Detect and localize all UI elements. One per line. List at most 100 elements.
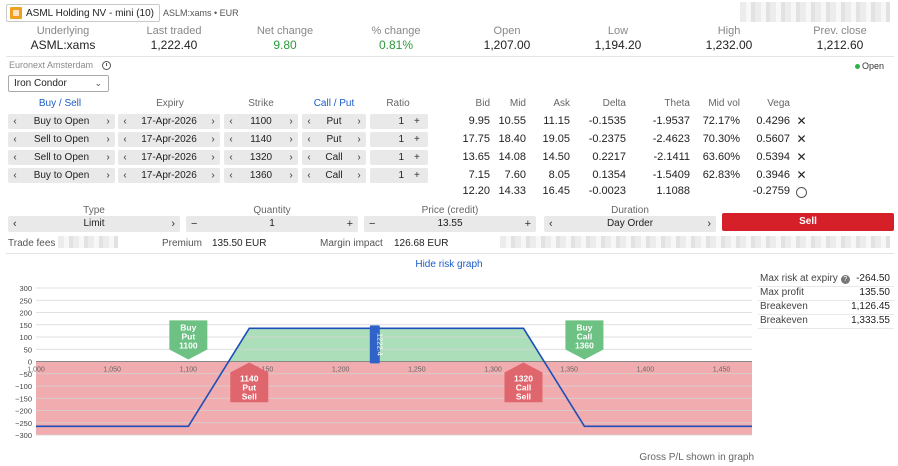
status-dot-icon <box>855 64 860 69</box>
expiry-select[interactable]: ‹ 17-Apr-2026 › <box>118 132 220 147</box>
plus-icon[interactable]: + <box>414 152 420 163</box>
quantity-stepper[interactable]: − 1 + <box>186 216 358 232</box>
hide-risk-graph-link[interactable]: Hide risk graph <box>0 259 898 270</box>
call-put-select[interactable]: ‹ Put › <box>302 132 366 147</box>
plus-icon[interactable]: + <box>414 116 420 127</box>
chevron-left-icon[interactable]: ‹ <box>549 218 553 230</box>
chevron-right-icon[interactable]: › <box>289 116 293 127</box>
ratio-stepper[interactable]: 1 + <box>370 150 428 165</box>
call-put-select[interactable]: ‹ Call › <box>302 150 366 165</box>
instrument-tag[interactable]: ASML Holding NV - mini (10) <box>6 4 161 22</box>
expiry-select[interactable]: ‹ 17-Apr-2026 › <box>118 168 220 183</box>
ratio-value[interactable]: 1 <box>398 134 404 145</box>
strike-select[interactable]: ‹ 1100 › <box>224 114 298 129</box>
sell-leg-marker[interactable] <box>230 362 269 403</box>
ratio-value[interactable]: 1 <box>398 116 404 127</box>
chevron-right-icon[interactable]: › <box>211 170 215 181</box>
chevron-right-icon[interactable]: › <box>211 134 215 145</box>
chevron-right-icon[interactable]: › <box>106 134 110 145</box>
price-value[interactable]: 13.55 <box>437 218 463 229</box>
chevron-right-icon[interactable]: › <box>106 116 110 127</box>
chevron-right-icon[interactable]: › <box>289 152 293 163</box>
y-tick-label: 200 <box>19 309 32 318</box>
redacted-fees <box>58 236 118 248</box>
col-call-put[interactable]: Call / Put <box>313 98 355 109</box>
buy-leg-marker[interactable] <box>565 320 604 360</box>
duration-select[interactable]: ‹ Day Order › <box>544 216 716 232</box>
strike-select[interactable]: ‹ 1140 › <box>224 132 298 147</box>
call-put-select[interactable]: ‹ Call › <box>302 168 366 183</box>
col-buy-sell[interactable]: Buy / Sell <box>38 98 82 109</box>
expiry-select[interactable]: ‹ 17-Apr-2026 › <box>118 114 220 129</box>
ratio-stepper[interactable]: 1 + <box>370 168 428 183</box>
chevron-left-icon[interactable]: ‹ <box>123 134 127 145</box>
chevron-right-icon[interactable]: › <box>357 170 361 181</box>
quantity-value[interactable]: 1 <box>269 218 275 229</box>
strike-select-value: 1320 <box>249 152 273 163</box>
sell-leg-marker[interactable] <box>504 362 543 403</box>
refresh-clock-icon[interactable] <box>796 187 807 198</box>
chevron-right-icon[interactable]: › <box>289 134 293 145</box>
remove-leg-icon[interactable]: ✕ <box>796 168 807 182</box>
quote-last-traded: Last traded 1,222.40 <box>119 25 229 52</box>
strike-select[interactable]: ‹ 1320 › <box>224 150 298 165</box>
plus-icon[interactable]: + <box>346 218 353 230</box>
plus-icon[interactable]: + <box>414 134 420 145</box>
risk-stat-label: Max profit <box>760 287 804 298</box>
chevron-right-icon[interactable]: › <box>211 116 215 127</box>
plus-icon[interactable]: + <box>524 218 531 230</box>
chevron-left-icon[interactable]: ‹ <box>13 116 17 127</box>
chevron-right-icon[interactable]: › <box>289 170 293 181</box>
buy-leg-marker[interactable] <box>169 320 208 360</box>
chevron-left-icon[interactable]: ‹ <box>13 218 17 230</box>
strategy-select[interactable]: Iron Condor ⌄ <box>8 75 109 92</box>
price-stepper[interactable]: − 13.55 + <box>364 216 536 232</box>
ratio-value[interactable]: 1 <box>398 152 404 163</box>
minus-icon[interactable]: − <box>191 218 198 230</box>
ratio-value[interactable]: 1 <box>398 170 404 181</box>
side-select[interactable]: ‹ Buy to Open › <box>8 114 115 129</box>
order-type-select[interactable]: ‹ Limit › <box>8 216 180 232</box>
chevron-left-icon[interactable]: ‹ <box>123 116 127 127</box>
hide-risk-graph-label[interactable]: Hide risk graph <box>415 259 483 270</box>
chevron-left-icon[interactable]: ‹ <box>123 170 127 181</box>
call-put-select[interactable]: ‹ Put › <box>302 114 366 129</box>
chevron-left-icon[interactable]: ‹ <box>307 152 311 163</box>
chevron-right-icon[interactable]: › <box>357 152 361 163</box>
side-select[interactable]: ‹ Sell to Open › <box>8 132 115 147</box>
chevron-right-icon[interactable]: › <box>357 116 361 127</box>
chevron-left-icon[interactable]: ‹ <box>13 170 17 181</box>
remove-leg-icon[interactable]: ✕ <box>796 114 807 128</box>
chevron-right-icon[interactable]: › <box>106 170 110 181</box>
chevron-left-icon[interactable]: ‹ <box>307 116 311 127</box>
chevron-right-icon[interactable]: › <box>211 152 215 163</box>
ratio-stepper[interactable]: 1 + <box>370 114 428 129</box>
expiry-select[interactable]: ‹ 17-Apr-2026 › <box>118 150 220 165</box>
chevron-left-icon[interactable]: ‹ <box>229 134 233 145</box>
risk-graph[interactable]: 300 250 200 150 100 50 0 −50 −100 −150 −200 −250 −30… <box>0 275 760 450</box>
side-select[interactable]: ‹ Sell to Open › <box>8 150 115 165</box>
remove-leg-icon[interactable]: ✕ <box>796 132 807 146</box>
chevron-right-icon[interactable]: › <box>171 218 175 230</box>
chevron-left-icon[interactable]: ‹ <box>123 152 127 163</box>
plus-icon[interactable]: + <box>414 170 420 181</box>
remove-leg-icon[interactable]: ✕ <box>796 150 807 164</box>
info-icon[interactable]: ? <box>840 275 850 284</box>
strike-select[interactable]: ‹ 1360 › <box>224 168 298 183</box>
chevron-right-icon[interactable]: › <box>106 152 110 163</box>
quote-change: % change 0.81% <box>341 25 451 52</box>
minus-icon[interactable]: − <box>369 218 376 230</box>
chevron-right-icon[interactable]: › <box>707 218 711 230</box>
chevron-left-icon[interactable]: ‹ <box>13 134 17 145</box>
ratio-stepper[interactable]: 1 + <box>370 132 428 147</box>
sell-button[interactable]: Sell <box>722 213 894 231</box>
chevron-left-icon[interactable]: ‹ <box>13 152 17 163</box>
chevron-right-icon[interactable]: › <box>357 134 361 145</box>
side-select[interactable]: ‹ Buy to Open › <box>8 168 115 183</box>
chevron-left-icon[interactable]: ‹ <box>229 152 233 163</box>
chevron-left-icon[interactable]: ‹ <box>307 134 311 145</box>
quote-value: 1,232.00 <box>705 38 753 52</box>
chevron-left-icon[interactable]: ‹ <box>229 116 233 127</box>
chevron-left-icon[interactable]: ‹ <box>307 170 311 181</box>
chevron-left-icon[interactable]: ‹ <box>229 170 233 181</box>
